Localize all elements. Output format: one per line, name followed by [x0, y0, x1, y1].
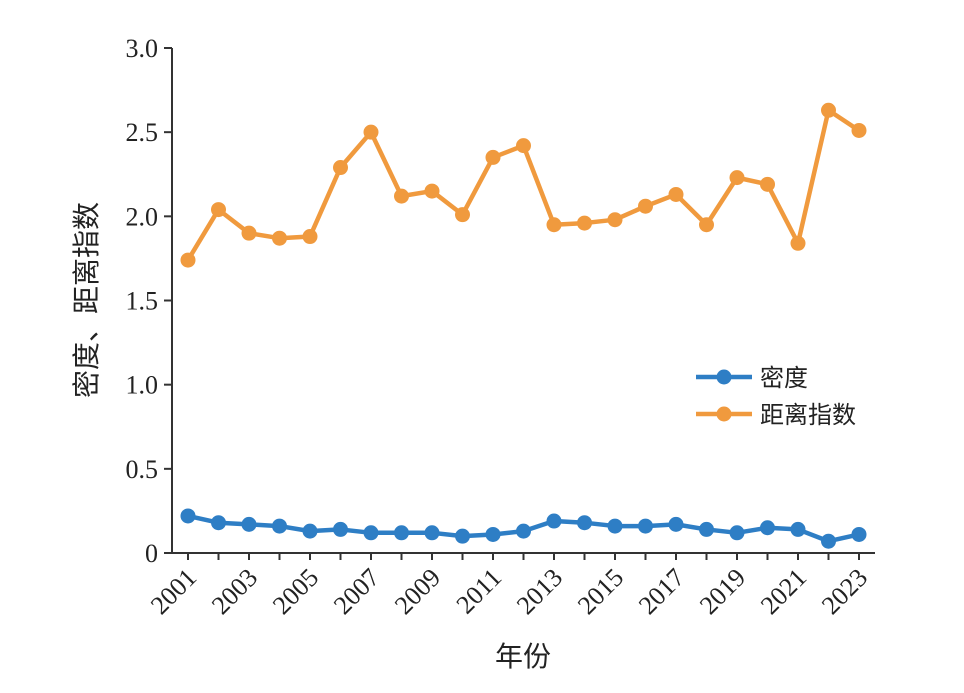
- legend-swatch-marker: [716, 369, 732, 385]
- data-point: [699, 217, 714, 233]
- data-point: [821, 102, 836, 118]
- data-point: [577, 515, 592, 531]
- x-tick-label: 2019: [694, 563, 751, 620]
- series-line: [186, 108, 861, 262]
- y-tick-label: 0.5: [126, 455, 159, 484]
- x-tick-label: 2023: [816, 563, 873, 620]
- legend-swatch-marker: [716, 406, 732, 422]
- y-tick-label: 2.5: [126, 118, 159, 147]
- data-point: [302, 523, 318, 539]
- data-point: [241, 225, 257, 241]
- x-tick-label: 2021: [755, 563, 812, 620]
- data-point: [363, 525, 379, 541]
- y-axis-title: 密度、距离指数: [70, 202, 103, 398]
- legend-item: 距离指数: [696, 401, 856, 429]
- data-point: [729, 525, 745, 541]
- data-point: [394, 188, 409, 204]
- x-tick-label: 2015: [572, 563, 629, 620]
- data-point: [394, 525, 409, 541]
- data-point: [333, 521, 348, 537]
- data-point: [455, 528, 470, 544]
- data-point: [668, 516, 684, 532]
- x-tick-label: 2005: [267, 563, 324, 620]
- data-point: [607, 518, 623, 534]
- data-point: [760, 176, 775, 192]
- data-point: [699, 521, 714, 537]
- data-point: [546, 513, 562, 529]
- series-1: [180, 508, 867, 549]
- data-point: [241, 516, 257, 532]
- data-point: [851, 122, 867, 138]
- data-point: [638, 198, 653, 214]
- data-point: [546, 217, 562, 233]
- y-tick-label: 0: [145, 539, 158, 568]
- data-point: [485, 149, 501, 165]
- data-point: [180, 252, 196, 268]
- data-point: [668, 186, 684, 202]
- x-tick-label: 2007: [328, 563, 385, 620]
- data-point: [485, 526, 501, 542]
- data-point: [790, 521, 806, 537]
- series-2: [180, 102, 867, 268]
- data-point: [211, 515, 226, 531]
- data-point: [516, 138, 531, 154]
- data-point: [821, 533, 836, 549]
- data-point: [729, 170, 745, 186]
- data-point: [577, 215, 592, 231]
- data-point: [424, 183, 440, 199]
- x-tick-label: 2009: [389, 563, 446, 620]
- x-axis-title: 年份: [495, 640, 551, 673]
- y-tick-label: 1.0: [126, 371, 159, 400]
- data-point: [607, 212, 623, 228]
- y-tick-label: 2.0: [126, 202, 159, 231]
- data-point: [516, 523, 531, 539]
- data-point: [363, 124, 379, 140]
- x-tick-label: 2017: [633, 563, 690, 620]
- data-point: [790, 235, 806, 251]
- x-tick-label: 2001: [145, 563, 202, 620]
- series-layer: [180, 102, 867, 549]
- data-point: [760, 520, 775, 536]
- legend-label: 距离指数: [760, 401, 856, 429]
- data-point: [302, 229, 318, 245]
- x-tick-label: 2003: [206, 563, 263, 620]
- data-point: [272, 230, 287, 246]
- data-point: [851, 526, 867, 542]
- legend-item: 密度: [696, 364, 808, 392]
- data-point: [333, 160, 348, 176]
- data-point: [272, 518, 287, 534]
- data-point: [424, 525, 440, 541]
- y-tick-label: 1.5: [126, 287, 159, 316]
- x-tick-label: 2013: [511, 563, 568, 620]
- data-point: [455, 207, 470, 223]
- data-point: [180, 508, 196, 524]
- y-tick-label: 3.0: [126, 34, 159, 63]
- data-point: [211, 202, 226, 218]
- x-tick-label: 2011: [451, 563, 508, 620]
- legend-label: 密度: [760, 364, 808, 392]
- data-point: [638, 518, 653, 534]
